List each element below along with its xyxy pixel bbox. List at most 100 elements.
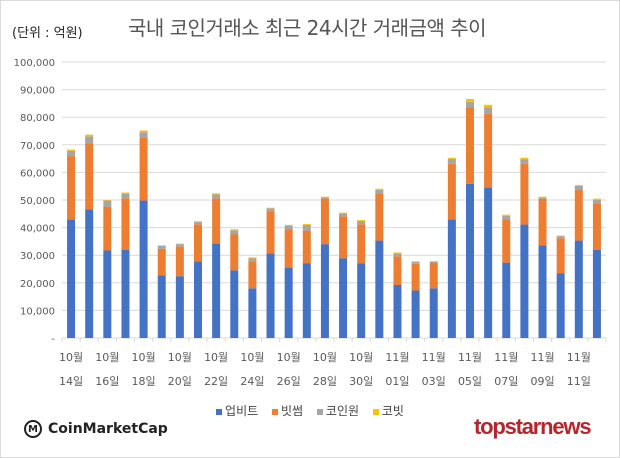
legend-label: 코빗 (381, 404, 404, 418)
bar-segment-빗썸 (121, 198, 130, 250)
bar-segment-코인원 (466, 102, 474, 108)
bar-segment-빗썸 (85, 143, 94, 210)
x-tick-label: 09일 (530, 374, 554, 388)
bar-segment-빗썸 (375, 193, 384, 241)
bar-segment-업비트 (502, 262, 511, 338)
bar-segment-코인원 (411, 261, 420, 264)
y-tick-label: 30,000 (20, 251, 55, 262)
bar-segment-업비트 (230, 270, 239, 338)
bar-segment-코인원 (121, 193, 130, 199)
bar-segment-코빗 (447, 157, 456, 159)
x-tick-label: 26일 (277, 374, 301, 388)
x-tick-label: 11월 (458, 351, 482, 364)
bar-segment-빗썸 (194, 224, 202, 262)
bar-segment-빗썸 (266, 211, 275, 254)
x-tick-label: 11월 (567, 351, 591, 364)
x-tick-label: 10월 (313, 351, 337, 364)
bar-segment-코인원 (520, 159, 529, 164)
bar-segment-코빗 (157, 245, 166, 246)
x-tick-label: 11월 (494, 351, 518, 364)
bar-segment-코빗 (375, 188, 384, 190)
legend-label: 빗썸 (280, 404, 304, 418)
bar-segment-업비트 (139, 200, 148, 338)
y-tick-label: 90,000 (20, 86, 55, 97)
x-tick-label: 01일 (385, 374, 409, 388)
bar-segment-빗썸 (520, 163, 529, 225)
bar-segment-코빗 (556, 235, 565, 237)
bar-segment-업비트 (194, 261, 202, 338)
coinmarketcap-icon: M (24, 420, 42, 438)
bar-segment-코빗 (85, 134, 94, 137)
bar-segment-코빗 (212, 193, 221, 195)
x-tick-label: 28일 (313, 374, 337, 388)
bar-segment-업비트 (212, 243, 221, 338)
bar-segment-코인원 (538, 197, 547, 199)
x-tick-label: 14일 (59, 374, 83, 388)
bar-segment-업비트 (67, 219, 76, 338)
bar-segment-코빗 (284, 224, 293, 226)
legend-swatch-bithumb (271, 408, 278, 415)
bar-segment-코빗 (466, 98, 474, 103)
bar-segment-코인원 (248, 258, 257, 262)
y-tick-label: 10,000 (20, 306, 55, 317)
bar-segment-코인원 (574, 185, 583, 191)
bar-segment-업비트 (574, 240, 583, 338)
bar-segment-코인원 (320, 197, 329, 199)
bar-segment-코인원 (502, 215, 511, 220)
x-tick-label: 10월 (240, 351, 264, 364)
x-tick-label: 10월 (349, 351, 373, 364)
bar-segment-코인원 (103, 200, 112, 207)
x-tick-label: 07일 (494, 374, 518, 388)
bar-segment-코빗 (357, 220, 366, 221)
bar-segment-코빗 (339, 212, 348, 214)
bar-segment-업비트 (357, 263, 366, 338)
bar-segment-빗썸 (302, 230, 311, 264)
bar-segment-코인원 (556, 236, 565, 239)
x-tick-label: 03일 (422, 374, 446, 388)
bar-segment-빗썸 (139, 137, 148, 201)
bar-segment-업비트 (429, 288, 438, 338)
bar-segment-코인원 (592, 199, 601, 204)
bar-segment-업비트 (121, 249, 130, 338)
bar-segment-코빗 (230, 229, 239, 231)
bar-segment-코빗 (538, 196, 547, 198)
bar-segment-빗썸 (538, 198, 547, 246)
legend-item-upbit: 업비트 (216, 404, 258, 418)
bar-segment-빗썸 (447, 163, 456, 220)
bar-segment-업비트 (411, 290, 420, 338)
bar-segment-빗썸 (502, 219, 511, 263)
bar-segment-빗썸 (411, 263, 420, 291)
bar-segment-업비트 (375, 240, 384, 338)
bar-segment-업비트 (248, 288, 257, 338)
bar-segment-코인원 (157, 245, 166, 249)
x-tick-label: 11일 (567, 374, 591, 388)
legend-swatch-korbit (372, 408, 379, 415)
legend-swatch-coinone (316, 408, 323, 415)
x-tick-label: 10월 (168, 351, 192, 364)
y-tick-label: 60,000 (20, 168, 55, 179)
bar-segment-업비트 (466, 183, 474, 338)
bar-segment-코빗 (248, 257, 257, 259)
y-tick-label: 100,000 (14, 58, 55, 69)
bar-segment-코빗 (484, 104, 493, 108)
bar-segment-코인원 (85, 136, 94, 144)
x-tick-label: 11월 (422, 351, 446, 364)
bar-segment-업비트 (175, 276, 184, 338)
bar-segment-빗썸 (230, 234, 239, 271)
coinmarketcap-text: CoinMarketCap (48, 421, 168, 437)
bar-segment-코빗 (139, 130, 148, 133)
bar-segment-코인원 (375, 189, 384, 194)
bar-segment-코빗 (67, 149, 76, 151)
topstarnews-logo: topstarnews (474, 414, 592, 439)
bar-segment-코인원 (447, 158, 456, 164)
x-tick-label: 11월 (385, 351, 409, 364)
y-tick-label: - (51, 334, 55, 345)
bar-segment-코빗 (320, 196, 329, 198)
bar-segment-업비트 (284, 267, 293, 338)
bar-segment-업비트 (320, 244, 329, 338)
bar-segment-업비트 (484, 187, 493, 338)
bar-segment-업비트 (266, 253, 275, 338)
x-tick-label: 20일 (168, 374, 192, 388)
bar-segment-업비트 (85, 209, 94, 338)
